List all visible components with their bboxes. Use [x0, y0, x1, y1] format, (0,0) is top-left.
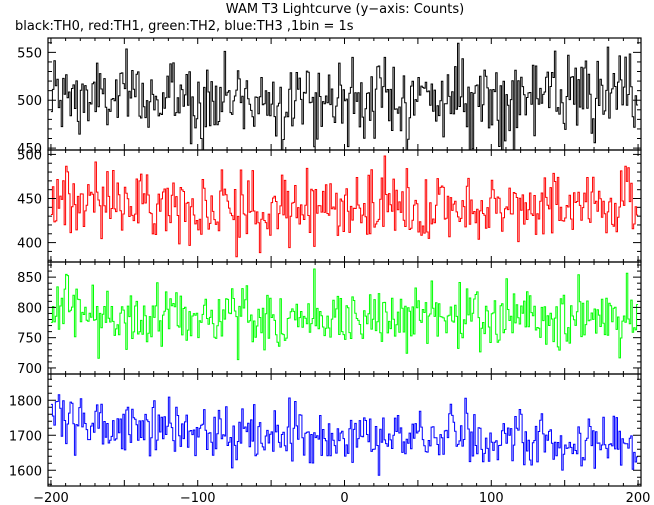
y-tick-label: 850: [17, 271, 42, 286]
y-tick-label: 750: [17, 332, 42, 347]
panel-frame: [47, 373, 642, 487]
y-tick-label: 800: [17, 301, 42, 316]
series-th2-line: [50, 268, 639, 361]
panels-layer: 4505005504004505007007508008501600170018…: [9, 37, 642, 487]
x-axis: −200 −100 0 100 200: [33, 491, 650, 505]
series-th3-line: [50, 394, 639, 476]
y-tick-label: 550: [17, 46, 42, 61]
y-tick-label: 450: [17, 193, 42, 208]
panel-th3: 1600 1700 1800: [9, 373, 642, 487]
x-tick-label: 200: [626, 491, 651, 505]
y-tick-label: 500: [17, 94, 42, 109]
y-tick-label: 450: [17, 142, 42, 157]
x-tick-label: −100: [180, 491, 216, 505]
panel-th1: 400 450 500: [17, 148, 642, 263]
y-tick-label: 500: [17, 148, 42, 163]
chart-subtitle: black:TH0, red:TH1, green:TH2, blue:TH3 …: [15, 19, 354, 34]
x-tick-label: 100: [479, 491, 504, 505]
series-th1-line: [50, 155, 639, 258]
x-tick-label: −200: [33, 491, 69, 505]
panel-frame: [47, 261, 642, 375]
y-tick-label: 400: [17, 237, 42, 252]
y-tick-label: 1600: [9, 464, 42, 479]
y-tick-label: 1800: [9, 394, 42, 409]
panel-th2: 700 750 800 850: [17, 261, 642, 377]
series-th0-line: [50, 42, 639, 150]
panel-th0: 450 500 550: [17, 37, 642, 157]
x-tick-label: 0: [340, 491, 348, 505]
chart-title: WAM T3 Lightcurve (y−axis: Counts): [226, 2, 464, 17]
y-tick-label: 700: [17, 362, 42, 377]
y-tick-label: 1700: [9, 429, 42, 444]
